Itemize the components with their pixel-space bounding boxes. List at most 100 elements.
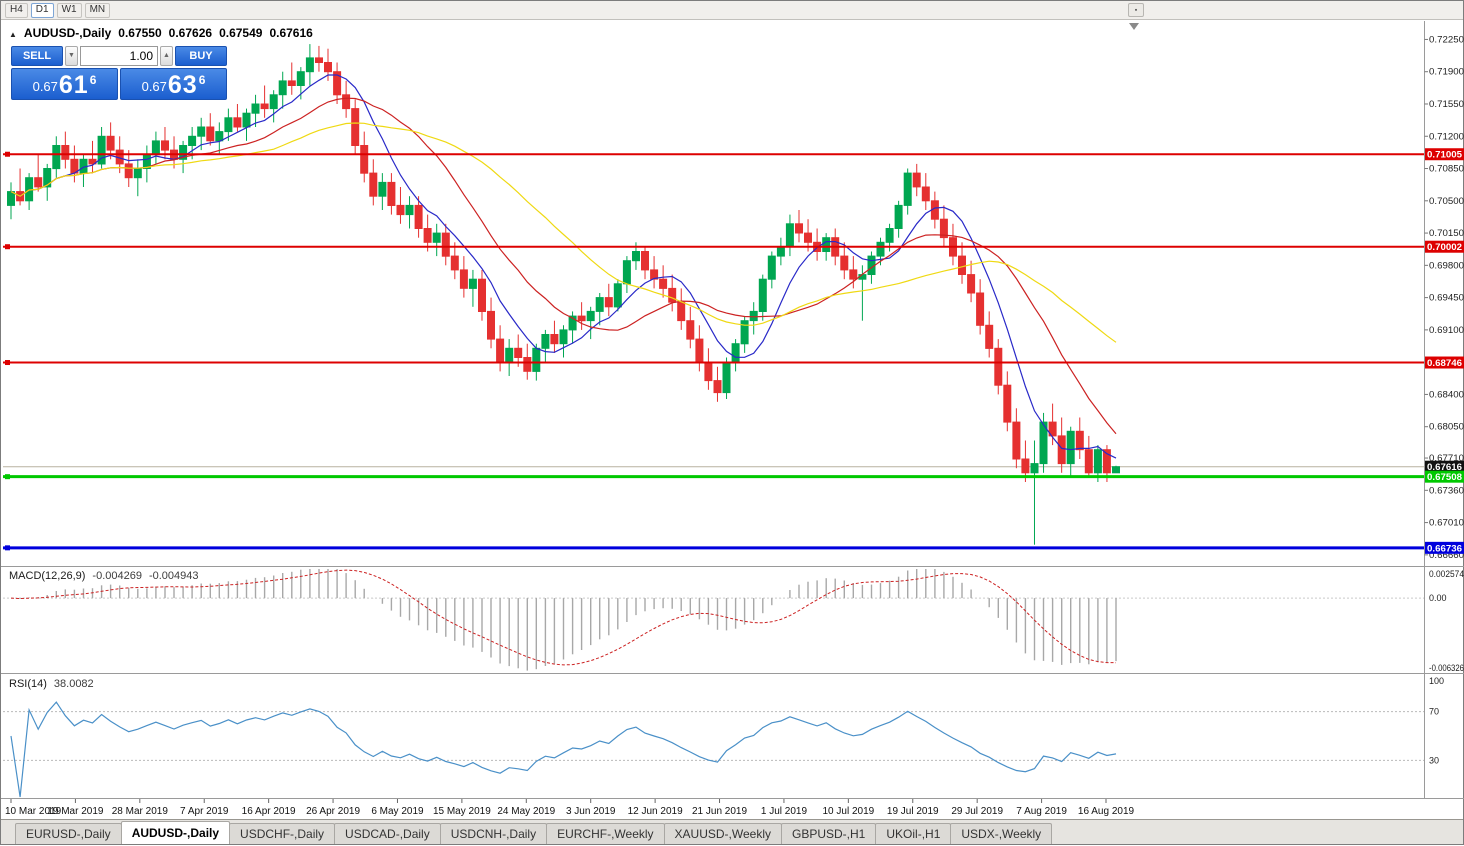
timeframe-button-mn[interactable]: MN [85,3,111,18]
svg-text:28 Mar 2019: 28 Mar 2019 [112,806,169,817]
level-badge-0.67508: 0.67508 [1425,471,1464,483]
svg-text:0.70002: 0.70002 [1427,242,1462,252]
svg-text:-0.006326: -0.006326 [1429,663,1464,673]
chart-tab-gbpusd-h1[interactable]: GBPUSD-,H1 [781,823,876,844]
chart-info-line: ▲ AUDUSD-,Daily 0.67550 0.67626 0.67549 … [9,26,313,40]
level-handle[interactable] [5,360,10,365]
macd-pane: 0.002574 0.00 -0.006326 [3,569,1464,673]
svg-text:0.71200: 0.71200 [1429,131,1464,141]
macd-name: MACD(12,26,9) [9,570,85,582]
chart-tab-xauusd-weekly[interactable]: XAUUSD-,Weekly [664,823,782,844]
chart-tab-usdcnh-daily[interactable]: USDCNH-,Daily [440,823,547,844]
svg-text:100: 100 [1429,676,1444,686]
level-badge-0.71005: 0.71005 [1425,148,1464,160]
sell-button[interactable]: SELL [11,46,63,66]
svg-text:12 Jun 2019: 12 Jun 2019 [628,806,683,817]
svg-text:3 Jun 2019: 3 Jun 2019 [566,806,616,817]
chart-tab-usdcad-daily[interactable]: USDCAD-,Daily [334,823,441,844]
chart-tab-ukoil-h1[interactable]: UKOil-,H1 [875,823,951,844]
svg-text:10 Mar 2019: 10 Mar 2019 [5,806,62,817]
level-handle[interactable] [5,474,10,479]
svg-text:0.66736: 0.66736 [1427,543,1462,553]
level-handle[interactable] [5,545,10,550]
ohlc-high-value: 0.67626 [169,26,212,40]
level-handle[interactable] [5,152,10,157]
volume-increase-button[interactable]: ▲ [160,46,173,66]
svg-text:0.67010: 0.67010 [1429,518,1464,528]
level-badge-0.66736: 0.66736 [1425,542,1464,554]
svg-text:0.69800: 0.69800 [1429,260,1464,270]
buy-price-prefix: 0.67 [142,76,167,98]
volume-decrease-button[interactable]: ▼ [65,46,78,66]
trade-controls-row: SELL ▼ ▲ BUY [11,46,227,66]
svg-text:0.67616: 0.67616 [1427,462,1462,472]
level-handle[interactable] [5,244,10,249]
svg-text:16 Aug 2019: 16 Aug 2019 [1078,806,1135,817]
timeframe-button-h4[interactable]: H4 [5,3,28,18]
ma-line-7 [11,75,1116,458]
pane-borders [1,21,1464,799]
chart-icon: ▲ [9,30,17,39]
svg-text:0.71005: 0.71005 [1427,150,1462,160]
svg-text:0.00: 0.00 [1429,593,1447,603]
chart-tab-usdchf-daily[interactable]: USDCHF-,Daily [229,823,335,844]
macd-main-value: -0.004269 [92,570,142,582]
svg-text:24 May 2019: 24 May 2019 [497,806,555,817]
chart-tab-usdx-weekly[interactable]: USDX-,Weekly [950,823,1052,844]
svg-text:19 Mar 2019: 19 Mar 2019 [47,806,104,817]
svg-text:15 May 2019: 15 May 2019 [433,806,491,817]
timeframe-button-d1[interactable]: D1 [31,3,54,18]
svg-text:0.71900: 0.71900 [1429,67,1464,77]
svg-text:21 Jun 2019: 21 Jun 2019 [692,806,747,817]
chart-tab-eurchf-weekly[interactable]: EURCHF-,Weekly [546,823,664,844]
svg-text:7 Apr 2019: 7 Apr 2019 [180,806,229,817]
chart-tab-eurusd-daily[interactable]: EURUSD-,Daily [15,823,122,844]
svg-text:29 Jul 2019: 29 Jul 2019 [951,806,1003,817]
svg-text:0.67360: 0.67360 [1429,485,1464,495]
timeframe-button-w1[interactable]: W1 [57,3,82,18]
chart-symbol-label: AUDUSD-,Daily [24,26,111,40]
macd-signal-value: -0.004943 [149,570,199,582]
moving-averages [11,75,1116,458]
ma-line-16 [11,98,1116,434]
level-badge-0.70002: 0.70002 [1425,241,1464,253]
svg-text:1 Jul 2019: 1 Jul 2019 [761,806,808,817]
rsi-indicator-label: RSI(14)38.0082 [9,678,101,690]
svg-text:0.70150: 0.70150 [1429,228,1464,238]
svg-text:0.69450: 0.69450 [1429,293,1464,303]
price-axis[interactable]: 0.722500.719000.715500.712000.708500.705… [1425,34,1464,559]
macd-indicator-label: MACD(12,26,9) -0.004269 -0.004943 [9,570,206,582]
svg-text:0.72250: 0.72250 [1429,34,1464,44]
chart-tab-audusd-daily[interactable]: AUDUSD-,Daily [121,821,230,844]
svg-text:0.002574: 0.002574 [1429,569,1464,579]
svg-text:0.68050: 0.68050 [1429,422,1464,432]
horizontal-levels [3,152,1424,551]
sell-price-pip: 6 [90,74,97,86]
buy-price-big: 63 [168,73,198,98]
svg-text:26 Apr 2019: 26 Apr 2019 [306,806,360,817]
sell-price-prefix: 0.67 [33,76,58,98]
svg-text:16 Apr 2019: 16 Apr 2019 [242,806,296,817]
buy-price-pip: 6 [199,74,206,86]
toolbar-more-button[interactable]: ▪ [1128,3,1144,17]
chart-shift-marker[interactable] [1129,23,1139,30]
svg-text:0.68400: 0.68400 [1429,389,1464,399]
candles [8,44,1120,545]
svg-text:0.71550: 0.71550 [1429,99,1464,109]
volume-input[interactable] [80,46,158,66]
ohlc-low-value: 0.67549 [219,26,262,40]
svg-text:0.67710: 0.67710 [1429,453,1464,463]
buy-button[interactable]: BUY [175,46,227,66]
rsi-value: 38.0082 [54,678,94,690]
sell-price-big: 61 [59,73,89,98]
ma-line-30 [11,123,1116,342]
svg-text:19 Jul 2019: 19 Jul 2019 [887,806,939,817]
